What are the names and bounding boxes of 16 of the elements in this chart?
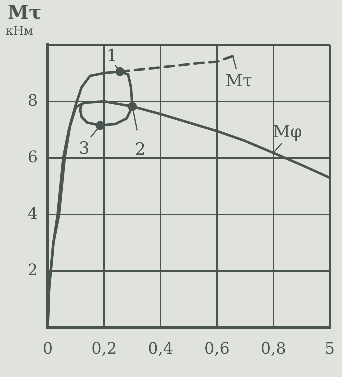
- annotation: 2: [135, 140, 146, 160]
- x-tick-label: 0,2: [92, 338, 118, 358]
- x-axis-title: 5: [324, 339, 336, 358]
- y-axis-title: Mτ кНм: [6, 2, 42, 38]
- x-tick-label: 0,6: [204, 338, 230, 358]
- x-tick-label: 0,4: [148, 338, 174, 358]
- annotation: 3: [79, 139, 90, 160]
- x-tick-label: 0,8: [260, 338, 286, 358]
- y-tick-label: 6: [28, 147, 38, 166]
- annotation: 1: [106, 46, 118, 66]
- y-tick-label: 4: [28, 204, 38, 223]
- x-tick-label: 0: [42, 338, 54, 358]
- annotation: Mτ: [226, 72, 252, 92]
- annotation: Mφ: [272, 122, 302, 143]
- y-tick-label: 2: [28, 260, 38, 280]
- y-tick-label: 8: [28, 90, 38, 110]
